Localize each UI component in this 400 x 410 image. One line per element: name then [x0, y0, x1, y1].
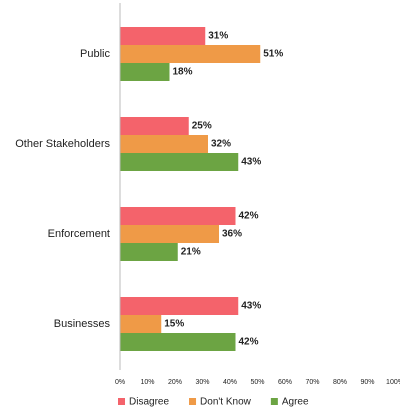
x-tick-label: 90% — [360, 379, 374, 386]
x-tick-label: 100% — [386, 379, 400, 386]
data-label: 43% — [241, 301, 261, 312]
bar — [120, 225, 219, 243]
bar — [120, 315, 162, 333]
x-tick-label: 80% — [333, 379, 347, 386]
data-label: 15% — [164, 319, 184, 330]
category-label: Enforcement — [48, 228, 110, 240]
x-tick-label: 30% — [195, 379, 209, 386]
x-tick-label: 60% — [278, 379, 292, 386]
x-tick-label: 50% — [250, 379, 264, 386]
bar — [120, 63, 170, 81]
bar — [120, 333, 236, 351]
legend-swatch — [270, 398, 278, 405]
x-tick-label: 20% — [168, 379, 182, 386]
data-label: 18% — [173, 67, 193, 78]
data-label: 42% — [239, 337, 259, 348]
legend-label: Don't Know — [200, 397, 252, 408]
bar — [120, 297, 239, 315]
legend-swatch — [189, 398, 197, 405]
bar — [120, 153, 239, 171]
category-label: Other Stakeholders — [15, 138, 110, 150]
category-label: Businesses — [54, 318, 111, 330]
bar — [120, 27, 206, 45]
legend-label: Agree — [282, 397, 309, 408]
legend-swatch — [118, 398, 125, 405]
x-tick-label: 70% — [305, 379, 319, 386]
data-label: 31% — [208, 31, 228, 42]
data-label: 25% — [192, 121, 212, 132]
x-tick-label: 0% — [115, 379, 125, 386]
legend-label: Disagree — [129, 397, 169, 408]
bar — [120, 135, 208, 153]
x-tick-label: 10% — [140, 379, 154, 386]
category-label: Public — [80, 48, 110, 60]
data-label: 43% — [241, 157, 261, 168]
data-label: 51% — [263, 49, 283, 60]
data-label: 32% — [211, 139, 231, 150]
data-label: 42% — [239, 211, 259, 222]
data-label: 36% — [222, 229, 242, 240]
bar — [120, 207, 236, 225]
bar — [120, 117, 189, 135]
bar — [120, 243, 178, 261]
data-label: 21% — [181, 247, 201, 258]
x-tick-label: 40% — [223, 379, 237, 386]
bar — [120, 45, 261, 63]
